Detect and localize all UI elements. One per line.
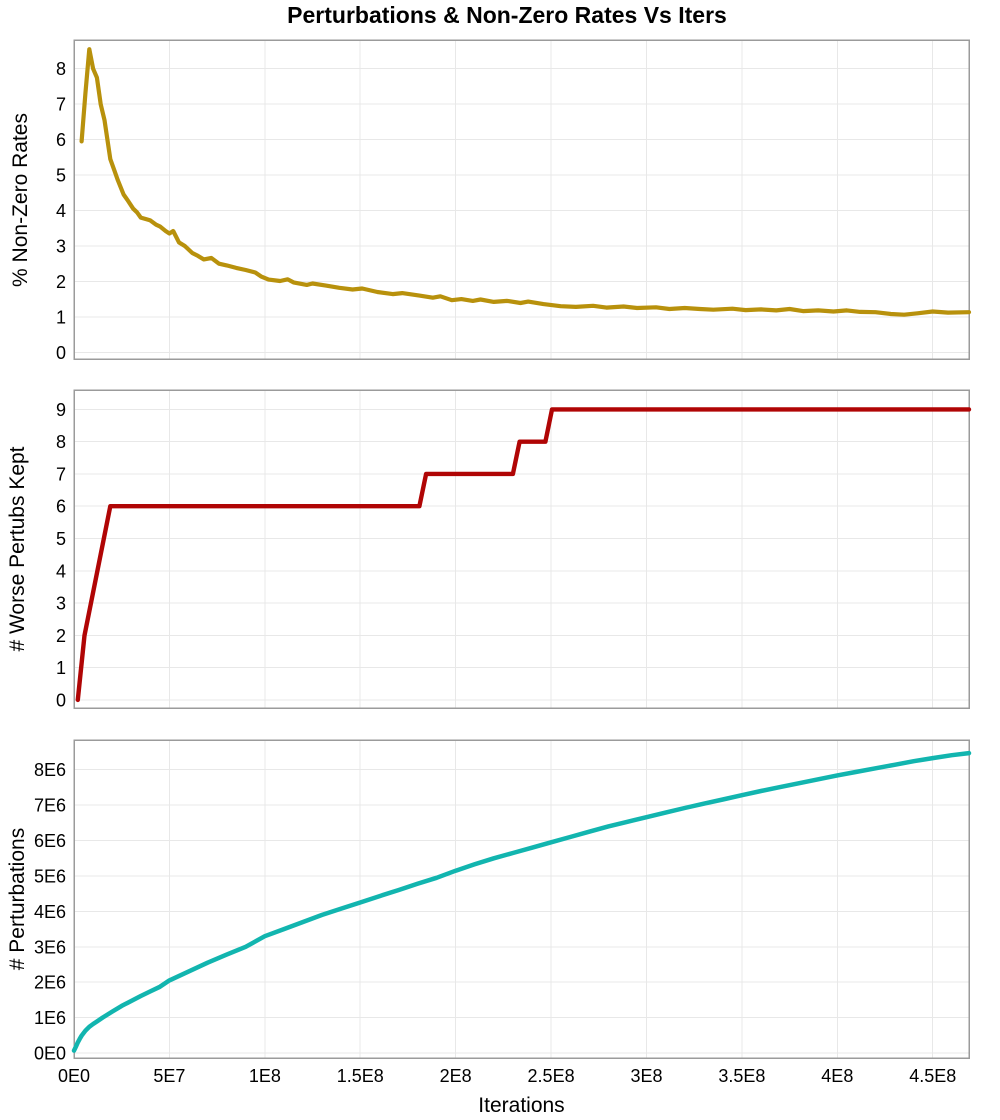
grid-group-perturbations — [74, 740, 969, 1058]
y-tick-label: 5E6 — [34, 866, 66, 886]
grid-group-worse-perturbs-kept — [74, 390, 969, 708]
y-tick-label: 9 — [56, 400, 66, 420]
y-tick-label: 1 — [56, 658, 66, 678]
series-line-worse-perturbs-kept — [75, 407, 972, 703]
y-tick-label: 2 — [56, 272, 66, 292]
y-tick-label: 6E6 — [34, 831, 66, 851]
y-tick-label: 3E6 — [34, 937, 66, 957]
y-tick-label: 7E6 — [34, 796, 66, 816]
y-tick-label: 7 — [56, 95, 66, 115]
plot-border-nonzero-rates — [73, 39, 970, 360]
y-tick-label: 3 — [56, 236, 66, 256]
y-tick-label: 4E6 — [34, 902, 66, 922]
y-tick-label: 7 — [56, 464, 66, 484]
y-tick-label: 2 — [56, 626, 66, 646]
y-tick-label: 8 — [56, 59, 66, 79]
y-tick-label: 6 — [56, 497, 66, 517]
y-tick-label: 3 — [56, 594, 66, 614]
y-tick-label: 0 — [56, 690, 66, 710]
y-tick-label: 1 — [56, 307, 66, 327]
y-axis-title-nonzero-rates: % Non-Zero Rates — [9, 113, 32, 287]
x-tick-label: 0E0 — [58, 1066, 90, 1086]
x-tick-label: 4E8 — [821, 1066, 853, 1086]
series-line-perturbations — [71, 750, 972, 1053]
y-tick-label: 1E6 — [34, 1008, 66, 1028]
y-tick-label: 6 — [56, 130, 66, 150]
x-tick-label: 1E8 — [249, 1066, 281, 1086]
x-tick-label: 5E7 — [153, 1066, 185, 1086]
series-line-nonzero-rates — [79, 47, 972, 317]
plot-border-perturbations — [73, 739, 970, 1059]
x-axis-title: Iterations — [478, 1094, 565, 1117]
y-axis-title-perturbations: # Perturbations — [6, 827, 29, 971]
y-tick-label: 0 — [56, 343, 66, 363]
y-tick-label: 0E0 — [34, 1044, 66, 1064]
y-tick-label: 2E6 — [34, 973, 66, 993]
x-tick-label: 3.5E8 — [718, 1066, 765, 1086]
plot-border-worse-perturbs-kept — [73, 389, 970, 709]
y-tick-label: 5 — [56, 166, 66, 186]
x-tick-label: 2E8 — [440, 1066, 472, 1086]
x-tick-label: 2.5E8 — [528, 1066, 575, 1086]
y-tick-label: 4 — [56, 201, 66, 221]
y-axis-title-worse-perturbs: # Worse Pertubs Kept — [6, 446, 29, 652]
y-tick-label: 4 — [56, 561, 66, 581]
x-tick-label: 3E8 — [630, 1066, 662, 1086]
x-tick-label: 1.5E8 — [337, 1066, 384, 1086]
x-tick-label: 4.5E8 — [909, 1066, 956, 1086]
y-tick-label: 5 — [56, 529, 66, 549]
chart-title: Perturbations & Non-Zero Rates Vs Iters — [287, 2, 727, 28]
y-tick-label: 8 — [56, 432, 66, 452]
y-tick-label: 8E6 — [34, 760, 66, 780]
